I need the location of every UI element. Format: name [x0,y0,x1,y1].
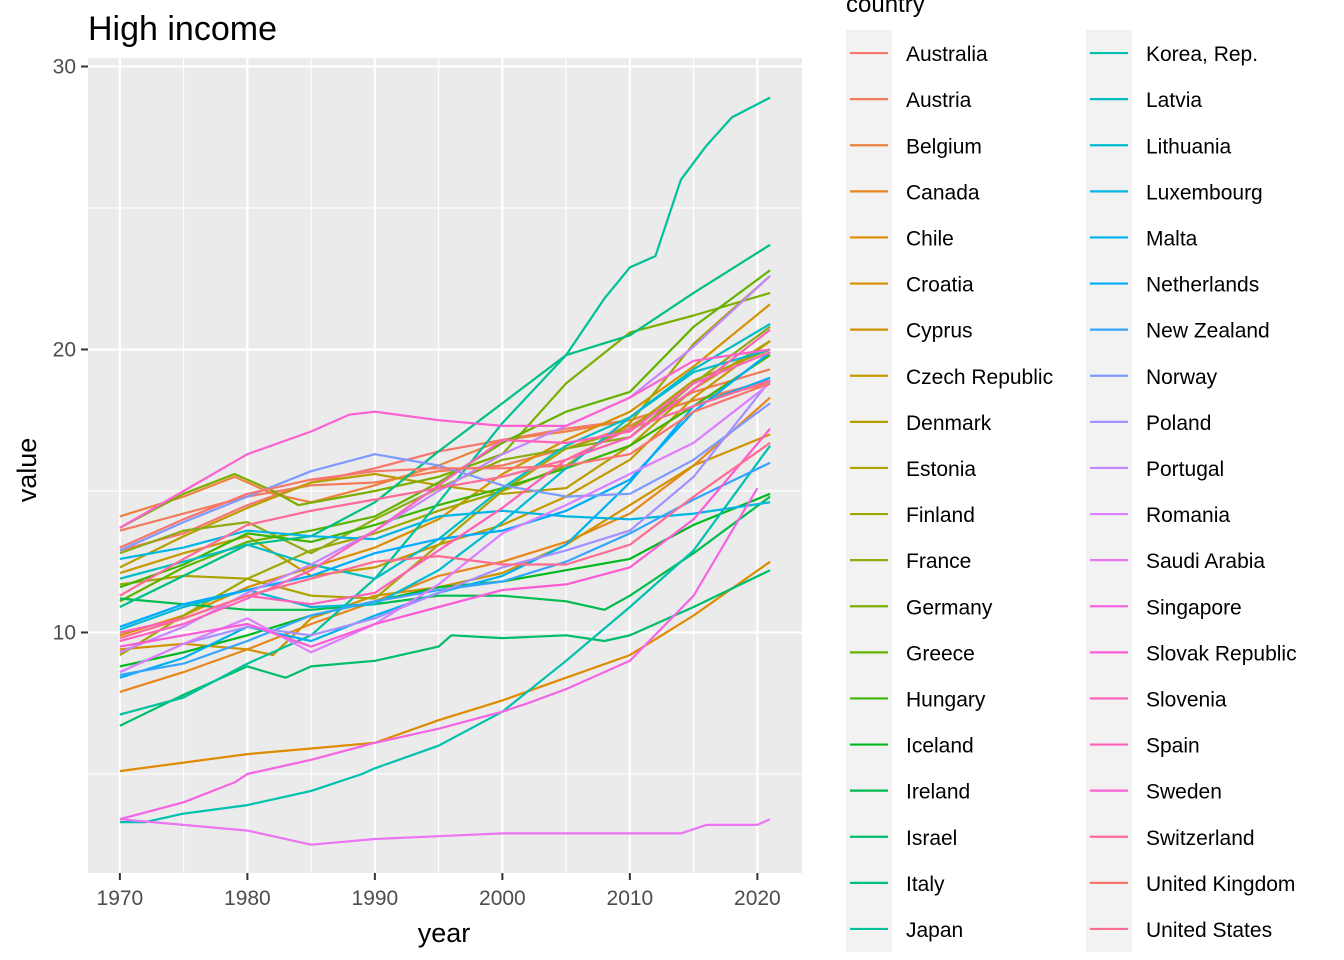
x-tick-label: 2000 [479,887,526,910]
series-line [119,492,771,668]
legend-label: Switzerland [1146,827,1255,850]
x-axis-label: year [418,918,471,948]
y-tick-label: 20 [53,338,76,361]
series-line [119,348,771,600]
legend-label: Malta [1146,227,1198,250]
legend-label: Cyprus [906,320,973,343]
legend-label: Lithuania [1146,135,1232,158]
legend-label: Canada [906,181,980,204]
y-tick-label: 30 [53,55,76,78]
axes: 1970 1980 1990 2000 2010 2020 10 20 30 [53,55,781,910]
series-line [119,402,771,552]
series-line [119,560,771,773]
legend-label: Finland [906,504,975,527]
legend-label: Chile [906,227,954,250]
legend-label: Belgium [906,135,982,158]
legend-label: Norway [1146,366,1218,389]
y-tick-label: 10 [53,621,76,644]
series-line [119,396,771,693]
x-tick-label: 2020 [734,887,781,910]
legend-label: Portugal [1146,458,1224,481]
series-line [119,441,771,640]
legend-key-background [846,30,892,952]
x-tick-label: 1970 [97,887,144,910]
legend-label: Ireland [906,781,970,804]
series-line [119,382,771,518]
legend-label: Poland [1146,412,1211,435]
legend-label: Singapore [1146,596,1242,619]
series-line [119,291,771,529]
legend-label: Austria [906,89,972,112]
legend-label: Italy [906,873,945,896]
series-line [119,243,771,608]
legend-label: Germany [906,596,993,619]
legend-label: Estonia [906,458,976,481]
legend-title: country [846,0,925,18]
legend-label: Croatia [906,274,974,297]
legend-label: Australia [906,43,988,66]
legend-label: Luxembourg [1146,181,1263,204]
legend: country Australia Austria Belgium Canada Chi… [846,0,1297,952]
legend-label: Romania [1146,504,1230,527]
series-line [119,818,771,846]
series-line [119,382,771,549]
x-tick-label: 1990 [352,887,399,910]
legend-label: Latvia [1146,89,1202,112]
legend-label: Hungary [906,688,986,711]
legend-label: Japan [906,919,963,942]
series-line [119,445,771,824]
series-line [119,275,771,657]
chart-title: High income [88,10,277,48]
y-axis-label: value [12,438,42,503]
series-line [119,433,771,657]
legend-label: Saudi Arabia [1146,550,1265,573]
x-tick-label: 1980 [224,887,271,910]
legend-label: Denmark [906,412,992,435]
legend-label: France [906,550,971,573]
series-line [119,379,771,674]
series-line [119,351,771,628]
legend-label: Netherlands [1146,274,1259,297]
series-line [119,348,771,529]
legend-label: Slovenia [1146,688,1227,711]
legend-label: United Kingdom [1146,873,1295,896]
series-line [119,96,771,716]
legend-label: New Zealand [1146,320,1270,343]
legend-label: United States [1146,919,1272,942]
series-line [119,427,771,648]
legend-label: Spain [1146,735,1200,758]
series-line [119,354,771,589]
series-line [119,487,759,821]
legend-label: Israel [906,827,957,850]
series-line [119,461,771,676]
legend-label: Sweden [1146,781,1222,804]
series-line [119,569,771,727]
legend-key-background [1086,30,1132,952]
legend-label: Iceland [906,735,974,758]
series-line [119,351,771,643]
legend-label: Slovak Republic [1146,642,1297,665]
legend-label: Korea, Rep. [1146,43,1258,66]
legend-label: Greece [906,642,975,665]
legend-label: Czech Republic [906,366,1053,389]
series-line [119,379,771,597]
series-line [119,495,771,611]
x-tick-label: 2010 [607,887,654,910]
series-lines [119,96,771,846]
